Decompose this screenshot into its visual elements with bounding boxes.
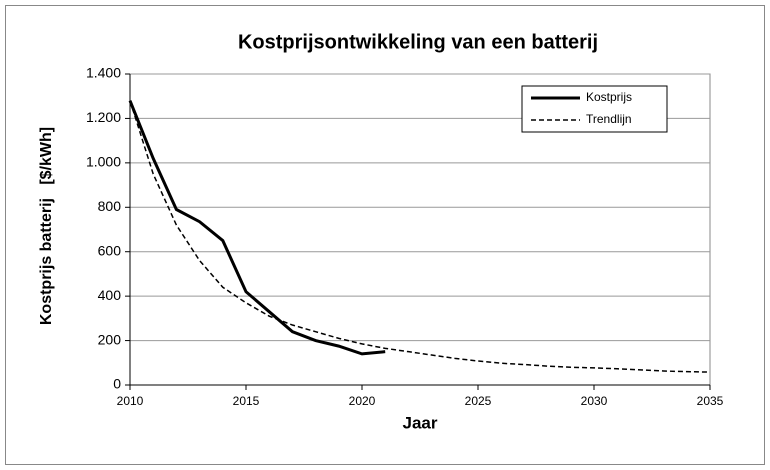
- y-tick-label: 400: [98, 287, 122, 303]
- x-tick-label: 2020: [349, 394, 376, 408]
- legend-label: Trendlijn: [586, 112, 632, 126]
- y-tick-label: 1.200: [86, 109, 121, 125]
- y-tick-label: 1.400: [86, 65, 121, 81]
- y-axis-label: Kostprijs batterij [$/kWh]: [38, 127, 55, 325]
- series-line: [128, 100, 386, 356]
- x-tick-label: 2015: [233, 394, 260, 408]
- y-tick-label: 600: [98, 242, 122, 258]
- x-tick-label: 2010: [117, 394, 144, 408]
- x-tick-label: 2035: [697, 394, 724, 408]
- y-tick-label: 0: [113, 376, 121, 392]
- chart-title: Kostprijsontwikkeling van een batterij: [238, 31, 598, 53]
- legend-box: [521, 85, 668, 133]
- x-axis-label: Jaar: [403, 413, 438, 432]
- legend-label: Kostprijs: [586, 90, 632, 104]
- y-tick-label: 800: [98, 198, 122, 214]
- x-tick-label: 2025: [465, 394, 492, 408]
- y-tick-label: 1.000: [86, 154, 121, 170]
- y-tick-label: 200: [98, 331, 122, 347]
- x-tick-label: 2030: [581, 394, 608, 408]
